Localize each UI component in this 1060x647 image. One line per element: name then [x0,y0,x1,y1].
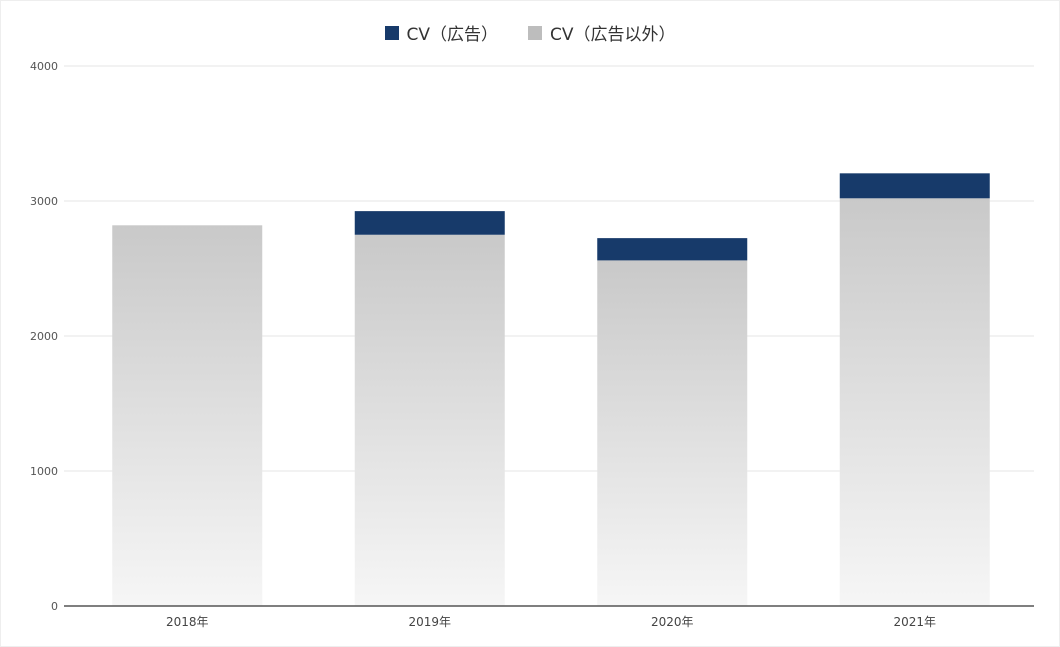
y-tick-label: 3000 [30,195,58,208]
y-tick-label: 4000 [30,60,58,73]
bar-ad[interactable] [597,238,748,261]
bar-non-ad[interactable] [354,234,505,606]
x-tick-label: 2021年 [893,615,936,629]
x-tick-label: 2020年 [651,615,694,629]
axis-labels: 0 1000 2000 3000 4000 2018年 2019年 2020年 2021年 [30,60,936,629]
bar-ad[interactable] [354,211,505,235]
y-tick-label: 0 [51,600,58,613]
x-tick-label: 2019年 [408,615,451,629]
bars [112,173,990,607]
bar-non-ad[interactable] [839,198,990,607]
x-tick-label: 2018年 [166,615,209,629]
legend-label-non-ad: CV（広告以外） [550,25,676,45]
bar-non-ad[interactable] [597,260,748,606]
legend-label-ad: CV（広告） [406,25,499,45]
y-tick-label: 2000 [30,330,58,343]
legend-item-ad[interactable]: CV（広告） [384,20,499,45]
bar-non-ad[interactable] [112,225,263,607]
y-tick-label: 1000 [30,465,58,478]
legend-swatch-non-ad [528,25,542,40]
legend-item-non-ad[interactable]: CV（広告以外） [528,20,676,45]
legend-swatch-ad [384,25,399,40]
bar-ad[interactable] [839,173,990,199]
chart-legend: CV（広告） CV（広告以外） [1,20,1059,45]
